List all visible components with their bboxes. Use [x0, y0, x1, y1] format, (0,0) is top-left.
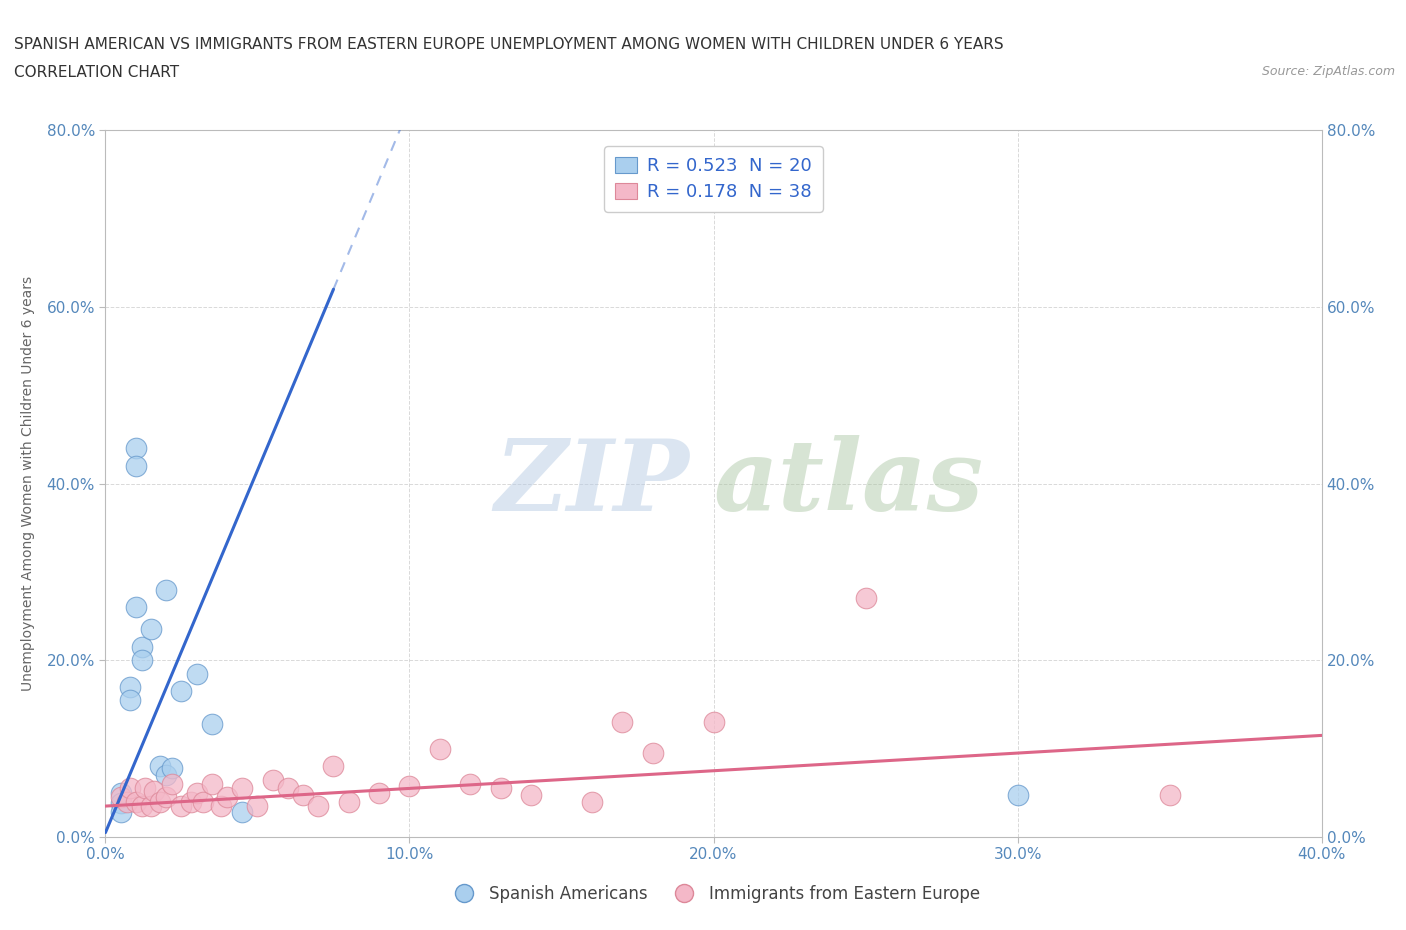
Point: [131, 653, 153, 668]
Point: [855, 591, 877, 606]
Point: [125, 794, 148, 809]
Text: SPANISH AMERICAN VS IMMIGRANTS FROM EASTERN EUROPE UNEMPLOYMENT AMONG WOMEN WITH: SPANISH AMERICAN VS IMMIGRANTS FROM EAST…: [14, 37, 1004, 52]
Point: [246, 799, 269, 814]
Point: [149, 794, 172, 809]
Point: [162, 761, 184, 776]
Point: [131, 640, 153, 655]
Point: [322, 759, 344, 774]
Point: [186, 666, 208, 681]
Point: [149, 759, 172, 774]
Point: [186, 785, 208, 800]
Text: CORRELATION CHART: CORRELATION CHART: [14, 65, 179, 80]
Point: [125, 441, 148, 456]
Point: [307, 799, 329, 814]
Legend: Spanish Americans, Immigrants from Eastern Europe: Spanish Americans, Immigrants from Easte…: [440, 879, 987, 910]
Point: [277, 781, 299, 796]
Point: [155, 790, 177, 804]
Point: [429, 741, 451, 756]
Point: [217, 790, 239, 804]
Point: [398, 778, 420, 793]
Point: [155, 582, 177, 597]
Point: [131, 799, 153, 814]
Y-axis label: Unemployment Among Women with Children Under 6 years: Unemployment Among Women with Children U…: [21, 276, 35, 691]
Point: [368, 785, 391, 800]
Point: [201, 716, 224, 731]
Point: [139, 622, 162, 637]
Point: [191, 794, 214, 809]
Point: [110, 785, 132, 800]
Point: [201, 777, 224, 791]
Point: [1159, 787, 1181, 802]
Point: [118, 679, 141, 694]
Point: [162, 777, 184, 791]
Point: [489, 781, 512, 796]
Point: [180, 794, 202, 809]
Point: [143, 784, 166, 799]
Text: ZIP: ZIP: [495, 435, 689, 532]
Point: [110, 804, 132, 819]
Point: [641, 746, 664, 761]
Text: atlas: atlas: [713, 435, 984, 532]
Point: [458, 777, 481, 791]
Point: [1007, 787, 1029, 802]
Point: [612, 714, 634, 729]
Text: Source: ZipAtlas.com: Source: ZipAtlas.com: [1261, 65, 1395, 78]
Point: [702, 714, 725, 729]
Point: [125, 458, 148, 473]
Point: [262, 772, 284, 787]
Point: [292, 787, 315, 802]
Point: [134, 781, 156, 796]
Point: [231, 804, 253, 819]
Point: [139, 799, 162, 814]
Point: [110, 790, 132, 804]
Point: [110, 796, 132, 811]
Point: [118, 781, 141, 796]
Point: [209, 799, 232, 814]
Point: [231, 781, 253, 796]
Point: [170, 799, 193, 814]
Point: [337, 794, 360, 809]
Point: [581, 794, 603, 809]
Point: [170, 684, 193, 698]
Point: [125, 600, 148, 615]
Point: [520, 787, 543, 802]
Point: [118, 693, 141, 708]
Point: [115, 794, 138, 809]
Point: [155, 768, 177, 783]
